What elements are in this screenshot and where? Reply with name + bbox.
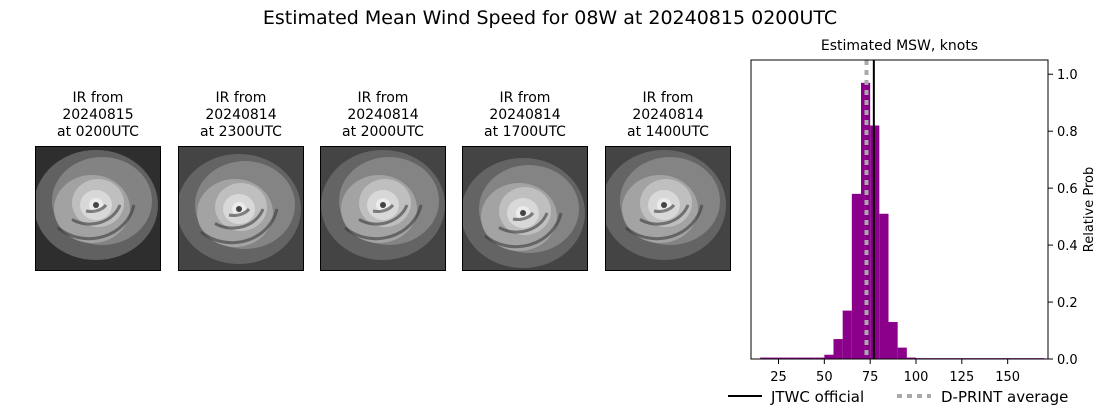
histogram-bar [806,357,816,359]
y-tick-label: 0.0 [1057,353,1078,368]
y-tick-label: 0.2 [1057,296,1078,311]
x-tick-label: 75 [862,370,879,385]
ir-caption: IR from 20240814 at 1700UTC [484,90,566,140]
chart-title: Estimated MSW, knots [821,38,978,54]
plot-frame [750,59,1049,360]
ir-panel-4: IR from 20240814 at 1700UTC [462,90,588,271]
legend-jtwc-label: JTWC official [770,388,864,406]
ir-panel-3: IR from 20240814 at 2000UTC [320,90,446,271]
legend-dprint-label: D-PRINT average [941,388,1068,406]
histogram-bar [778,357,788,359]
y-tick-label: 0.6 [1057,182,1078,197]
ir-satellite-image [320,146,446,271]
histogram-bar [851,193,861,359]
histogram-bar [842,310,852,359]
ir-satellite-image [462,146,588,271]
histogram-bar [796,357,806,359]
x-tick-label: 150 [995,370,1020,385]
ir-caption: IR from 20240814 at 2000UTC [342,90,424,140]
x-tick-label: 125 [949,370,974,385]
y-tick-label: 0.8 [1057,125,1078,140]
y-tick-label: 0.4 [1057,239,1078,254]
ir-caption: IR from 20240815 at 0200UTC [57,90,139,140]
histogram-bar [888,321,898,359]
histogram-bar [769,357,779,359]
ir-satellite-image [178,146,304,271]
ir-panel-2: IR from 20240814 at 2300UTC [178,90,304,271]
x-tick-label: 25 [770,370,787,385]
histogram-bar [760,357,770,359]
ir-caption: IR from 20240814 at 1400UTC [627,90,709,140]
ir-panel-1: IR from 20240815 at 0200UTC [35,90,161,271]
x-tick-label: 50 [816,370,833,385]
histogram-bar [897,347,907,359]
histogram-bar [815,357,825,359]
histogram-bar [906,357,916,359]
histogram-bar [787,357,797,359]
histogram-bar [824,354,834,359]
x-tick-label: 100 [904,370,929,385]
ir-caption: IR from 20240814 at 2300UTC [200,90,282,140]
histogram-bar [879,213,889,359]
y-axis-label: Relative Prob [1082,167,1097,252]
ir-satellite-image [35,146,161,271]
y-tick-label: 1.0 [1057,68,1078,83]
histogram-bar [833,339,843,359]
ir-satellite-image [605,146,731,271]
ir-panel-5: IR from 20240814 at 1400UTC [605,90,731,271]
figure-title: Estimated Mean Wind Speed for 08W at 202… [262,7,838,29]
